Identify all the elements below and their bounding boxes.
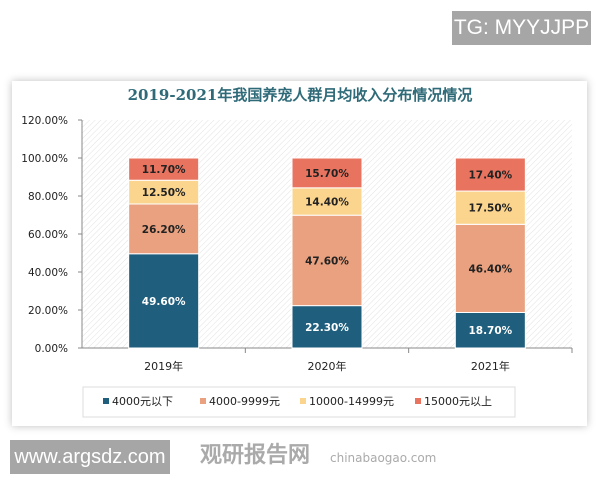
data-label: 17.40% bbox=[468, 170, 512, 182]
logo-url-watermark: chinabaogao.com bbox=[330, 451, 437, 465]
data-label: 14.40% bbox=[305, 197, 349, 209]
data-label: 12.50% bbox=[142, 187, 186, 199]
legend-label: 4000-9999元 bbox=[209, 395, 280, 408]
data-label: 17.50% bbox=[468, 203, 512, 215]
bar-segment bbox=[128, 203, 200, 255]
y-tick-label: 100.00% bbox=[21, 153, 68, 165]
bar-segment bbox=[291, 214, 363, 307]
bar-segment bbox=[291, 305, 363, 349]
x-tick-label: 2020年 bbox=[308, 359, 347, 373]
bar-segment bbox=[454, 190, 526, 225]
data-label: 46.40% bbox=[468, 263, 512, 275]
legend-swatch bbox=[300, 398, 306, 404]
y-tick-label: 120.00% bbox=[21, 115, 68, 127]
bar-segment bbox=[128, 157, 200, 181]
legend-swatch bbox=[103, 398, 109, 404]
y-tick-label: 60.00% bbox=[28, 229, 68, 241]
x-tick-label: 2021年 bbox=[471, 359, 510, 373]
legend-swatch bbox=[415, 398, 421, 404]
legend-swatch bbox=[200, 398, 206, 404]
watermark-bottom: www.argsdz.com bbox=[10, 440, 170, 474]
bar-segment bbox=[454, 311, 526, 349]
bar-segment bbox=[454, 157, 526, 192]
watermark-top: TG: MYYJJPP bbox=[452, 11, 591, 45]
logo-watermark: 观研报告网 bbox=[200, 443, 311, 468]
data-label: 15.70% bbox=[305, 168, 349, 180]
data-label: 26.20% bbox=[142, 224, 186, 236]
y-tick-label: 40.00% bbox=[28, 267, 68, 279]
legend bbox=[82, 386, 516, 418]
bar-segment bbox=[291, 187, 363, 216]
y-tick-label: 20.00% bbox=[28, 305, 68, 317]
data-label: 11.70% bbox=[142, 164, 186, 176]
data-label: 49.60% bbox=[142, 296, 186, 308]
y-tick-label: 0.00% bbox=[35, 343, 68, 355]
bar-segment bbox=[454, 223, 526, 313]
data-label: 47.60% bbox=[305, 255, 349, 267]
y-tick-label: 80.00% bbox=[28, 191, 68, 203]
legend-label: 15000元以上 bbox=[424, 395, 492, 408]
data-label: 18.70% bbox=[468, 325, 512, 337]
legend-label: 10000-14999元 bbox=[309, 395, 394, 408]
chart-title: 2019-2021年我国养宠人群月均收入分布情况情况 bbox=[128, 86, 473, 104]
bar-segment bbox=[128, 253, 200, 349]
legend-label: 4000元以下 bbox=[112, 395, 173, 408]
x-tick-label: 2019年 bbox=[144, 359, 183, 373]
data-label: 22.30% bbox=[305, 322, 349, 334]
bar-segment bbox=[291, 157, 363, 189]
